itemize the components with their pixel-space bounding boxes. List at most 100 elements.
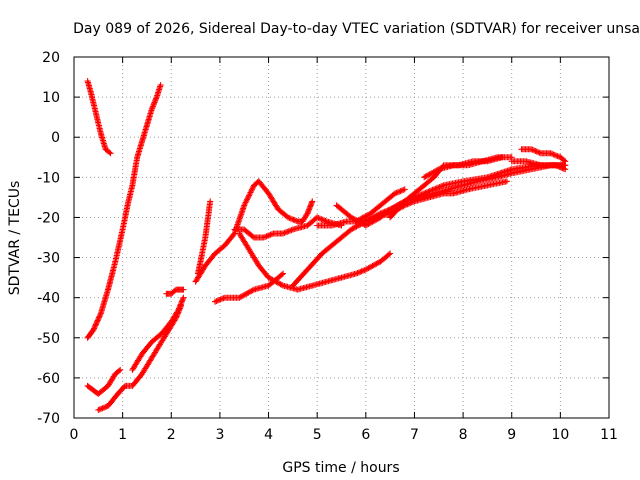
data-point	[97, 393, 100, 395]
x-tick-label: 9	[507, 427, 516, 443]
data-point	[182, 288, 185, 291]
series-track-1	[84, 78, 114, 157]
data-point	[326, 220, 328, 223]
data-point	[496, 176, 498, 179]
data-point	[267, 192, 270, 195]
series-track-2	[84, 82, 164, 341]
data-point	[99, 312, 102, 315]
data-point	[160, 340, 163, 343]
series-markers	[129, 294, 187, 373]
data-point	[554, 164, 557, 167]
data-point	[159, 84, 162, 86]
data-point	[92, 328, 95, 331]
data-point	[107, 405, 109, 407]
data-point	[107, 385, 109, 387]
data-point	[214, 252, 216, 255]
data-point	[121, 228, 124, 231]
data-point	[175, 288, 177, 291]
data-point	[248, 248, 250, 251]
y-tick-label: -70	[37, 411, 60, 427]
data-point	[258, 264, 260, 267]
data-point	[131, 184, 134, 187]
data-point	[114, 260, 117, 263]
data-point	[472, 160, 474, 163]
data-point	[160, 332, 163, 335]
data-point	[233, 228, 236, 231]
data-point	[141, 140, 143, 143]
y-tick-label: -10	[37, 170, 60, 186]
data-point	[486, 160, 489, 163]
data-point	[104, 148, 107, 151]
data-point	[296, 220, 299, 223]
data-point	[365, 220, 367, 223]
data-point	[282, 272, 284, 275]
series-track-15	[353, 186, 408, 225]
y-axis-label: SDTVAR / TECUs	[7, 181, 23, 296]
data-point	[467, 188, 469, 191]
data-point	[116, 393, 119, 395]
y-tick-label: 10	[42, 90, 60, 106]
y-tick-label: -20	[37, 210, 60, 226]
series-track-8	[192, 178, 316, 285]
data-point	[423, 176, 425, 179]
data-point	[90, 92, 92, 94]
data-point	[306, 212, 309, 215]
x-tick-label: 0	[70, 427, 79, 443]
data-point	[199, 260, 202, 263]
data-point	[510, 160, 513, 163]
data-point	[243, 228, 246, 231]
data-point	[379, 212, 382, 215]
data-point	[194, 280, 197, 283]
data-point	[287, 216, 289, 219]
data-point	[501, 156, 503, 159]
data-point	[141, 353, 143, 355]
data-point	[204, 264, 207, 267]
data-point	[321, 252, 323, 255]
data-point	[510, 172, 513, 175]
y-tick-label: 20	[42, 50, 60, 66]
data-point	[177, 308, 180, 311]
data-point	[86, 336, 89, 339]
data-point	[389, 252, 391, 255]
data-point	[379, 216, 382, 219]
data-point	[394, 192, 396, 195]
data-point	[253, 236, 255, 239]
data-point	[379, 260, 382, 263]
data-point	[165, 292, 168, 295]
x-tick-label: 1	[118, 427, 127, 443]
series-track-12	[314, 178, 510, 229]
data-point	[151, 357, 153, 359]
data-point	[262, 236, 265, 239]
series-track-17	[387, 154, 505, 221]
data-point	[311, 200, 314, 203]
series-markers	[192, 178, 316, 285]
series-track-9	[212, 270, 287, 305]
data-point	[462, 184, 464, 187]
data-point	[292, 228, 294, 231]
data-point	[233, 232, 236, 235]
data-point	[131, 369, 134, 371]
data-point	[520, 148, 523, 151]
data-point	[131, 385, 134, 387]
data-point	[530, 168, 532, 171]
x-tick-label: 11	[600, 427, 618, 443]
x-tick-label: 10	[551, 427, 569, 443]
data-point	[277, 276, 280, 279]
data-point	[365, 224, 367, 227]
data-point	[126, 204, 129, 207]
data-point	[99, 132, 102, 135]
data-point	[109, 152, 112, 155]
x-tick-label: 3	[215, 427, 224, 443]
series-markers	[314, 178, 510, 229]
data-point	[267, 284, 270, 287]
data-point	[559, 156, 562, 159]
data-point	[272, 232, 275, 235]
data-point	[355, 272, 357, 275]
data-point	[97, 409, 100, 411]
data-point	[296, 288, 299, 291]
data-point	[151, 340, 153, 343]
data-point	[182, 296, 185, 299]
data-point	[209, 200, 211, 203]
y-tick-label: -40	[37, 291, 60, 307]
